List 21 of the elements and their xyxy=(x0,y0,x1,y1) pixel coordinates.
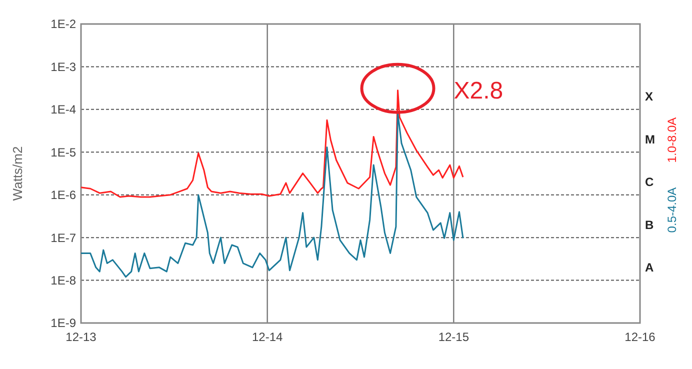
y-tick-label: 1E-5 xyxy=(50,145,76,160)
text: A xyxy=(645,260,654,274)
y-tick-label: 1E-2 xyxy=(50,17,76,32)
x-tick-label: 12-15 xyxy=(438,330,470,344)
y-axis-title: Watts/m2 xyxy=(10,146,25,201)
y-tick-label: 1E-6 xyxy=(50,188,76,202)
y-tick-label: 1E-4 xyxy=(50,102,76,117)
text: X xyxy=(645,90,654,104)
text: B xyxy=(645,218,654,232)
y-tick-label: 1E-8 xyxy=(50,273,76,288)
x-tick-label: 12-16 xyxy=(624,330,656,344)
text: M xyxy=(645,132,655,146)
annotation: X2.8 xyxy=(454,78,504,105)
y-tick-label: 1E-3 xyxy=(50,60,76,74)
x-tick-label: 12-13 xyxy=(66,330,97,344)
text: 1.0-8.0A xyxy=(665,117,679,163)
text: C xyxy=(645,175,654,190)
text: 0.5-4.0A xyxy=(665,187,679,233)
x-tick-label: 12-14 xyxy=(252,330,283,344)
y-tick-label: 1E-9 xyxy=(50,316,76,330)
y-tick-label: 1E-7 xyxy=(50,230,76,245)
